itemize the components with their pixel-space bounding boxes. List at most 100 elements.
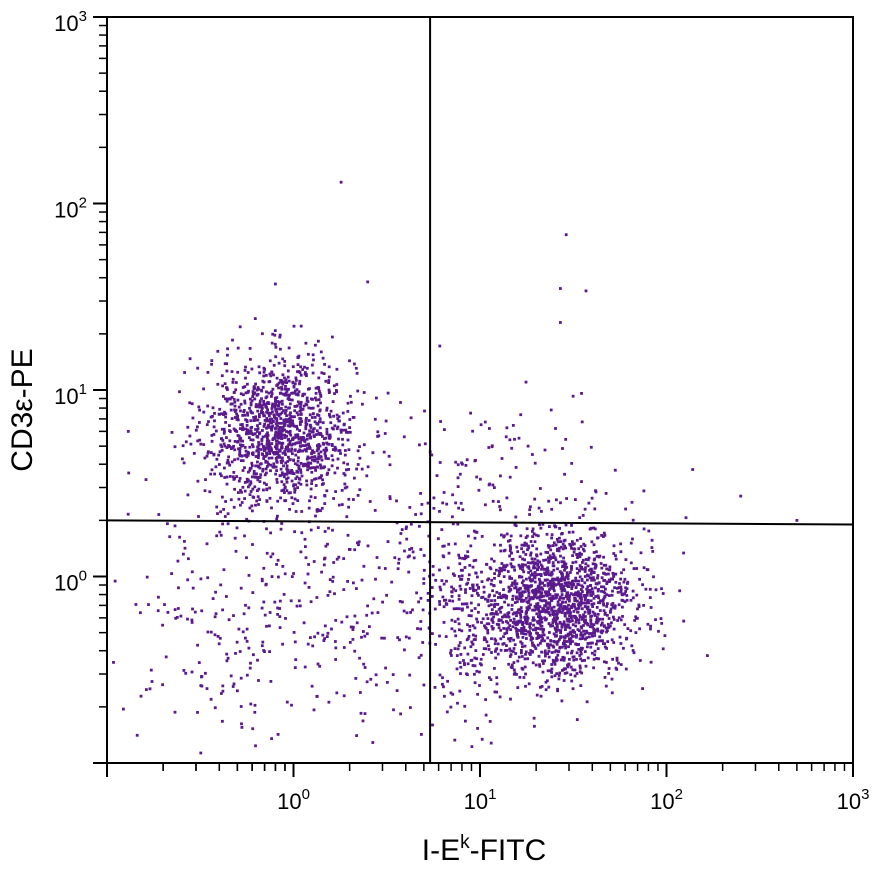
event-dot [450, 654, 453, 657]
event-dot [299, 468, 302, 472]
y-tick-exponent: 1 [79, 381, 87, 398]
event-dot [485, 613, 488, 617]
event-dot [166, 611, 170, 614]
event-dot [544, 654, 547, 658]
event-dot [257, 441, 260, 444]
event-dot [650, 546, 654, 549]
event-dot [279, 391, 283, 395]
event-dot [601, 599, 605, 603]
event-dot [327, 457, 330, 461]
event-dot [535, 590, 539, 594]
event-dot [449, 649, 453, 652]
event-dot [532, 716, 536, 720]
event-dot [272, 462, 276, 466]
event-dot [235, 475, 239, 478]
event-dot [618, 582, 621, 585]
event-dot [577, 621, 581, 625]
event-dot [147, 603, 150, 606]
event-dot [243, 369, 247, 372]
event-dot [515, 600, 519, 604]
event-dot [548, 588, 551, 591]
event-dot [241, 425, 245, 429]
event-dot [480, 596, 483, 599]
event-dot [603, 645, 607, 649]
event-dot [276, 434, 280, 438]
event-dot [602, 642, 605, 645]
event-dot [497, 608, 501, 611]
event-dot [190, 570, 194, 574]
event-dot [571, 619, 574, 623]
event-dot [612, 627, 616, 631]
event-dot [241, 423, 244, 426]
event-dot [534, 626, 538, 630]
event-dot [292, 436, 296, 440]
event-dot [313, 496, 317, 499]
event-dot [456, 485, 460, 488]
event-dot [545, 608, 549, 612]
event-dot [489, 582, 493, 586]
event-dot [523, 558, 526, 562]
event-dot [509, 619, 512, 622]
event-dot [566, 665, 570, 669]
event-dot [581, 514, 585, 517]
event-dot [259, 473, 263, 477]
event-dot [524, 543, 528, 547]
event-dot [450, 627, 454, 631]
event-dot [552, 605, 556, 609]
event-dot [239, 454, 242, 458]
event-dot [309, 461, 313, 465]
event-dot [315, 695, 319, 698]
event-dot [586, 564, 590, 568]
event-dot [556, 603, 560, 606]
event-dot [244, 418, 247, 422]
event-dot [490, 625, 494, 628]
event-dot [285, 472, 289, 476]
event-dot [291, 381, 295, 385]
event-dot [569, 673, 573, 677]
event-dot [612, 544, 616, 548]
event-dot [519, 534, 523, 538]
event-dot [383, 567, 387, 570]
event-dot [581, 634, 585, 637]
outlier-dot [274, 282, 277, 286]
event-dot [348, 418, 352, 421]
event-dot [572, 603, 576, 606]
event-dot [282, 483, 286, 486]
event-dot [277, 428, 281, 431]
event-dot [519, 619, 522, 623]
event-dot [256, 475, 260, 479]
event-dot [458, 584, 462, 588]
event-dot [624, 558, 628, 561]
event-dot [196, 425, 199, 429]
event-dot [576, 571, 579, 575]
event-dot [242, 393, 245, 397]
event-dot [619, 618, 623, 622]
event-dot [567, 582, 571, 585]
event-dot [557, 650, 560, 654]
event-dot [186, 578, 190, 582]
event-dot [616, 590, 620, 594]
event-dot [560, 532, 563, 536]
event-dot [611, 657, 614, 661]
event-dot [296, 441, 299, 445]
event-dot [617, 586, 621, 589]
event-dot [502, 635, 505, 639]
event-dot [244, 391, 248, 395]
event-dot [206, 630, 210, 634]
event-dot [541, 588, 544, 591]
event-dot [502, 575, 506, 578]
event-dot [524, 596, 528, 600]
event-dot [268, 452, 272, 455]
event-dot [359, 691, 362, 694]
event-dot [604, 563, 608, 567]
event-dot [682, 619, 686, 623]
event-dot [619, 585, 623, 589]
event-dot [286, 470, 289, 474]
event-dot [564, 438, 568, 441]
event-dot [500, 569, 503, 573]
event-dot [228, 397, 232, 401]
event-dot [284, 391, 288, 395]
event-dot [482, 590, 486, 594]
event-dot [507, 603, 510, 607]
event-dot [256, 445, 259, 449]
